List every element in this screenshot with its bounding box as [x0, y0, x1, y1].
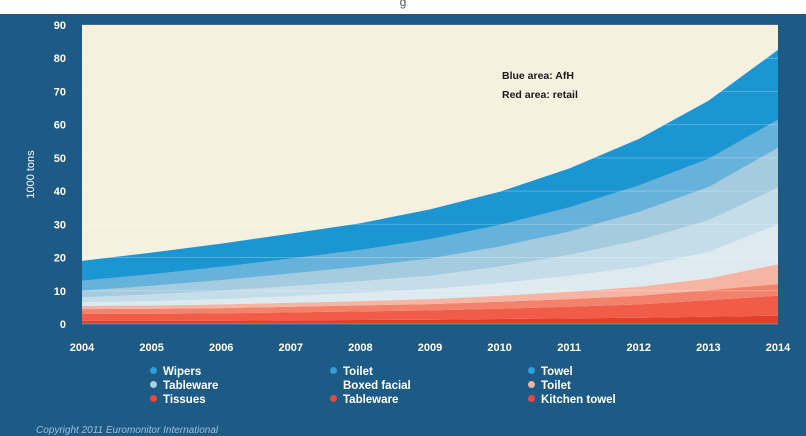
y-tick-label: 60 — [54, 120, 66, 132]
legend-item: Wipers — [150, 366, 201, 379]
legend-label: Toilet — [343, 366, 373, 378]
x-tick-label: 2007 — [279, 342, 303, 354]
x-tick-label: 2006 — [209, 342, 233, 354]
y-axis-label: 1000 tons — [25, 150, 37, 199]
copyright-text: Copyright 2011 Euromonitor International — [36, 425, 219, 436]
y-tick-label: 40 — [54, 186, 66, 198]
legend-swatch — [330, 367, 337, 374]
y-tick-label: 30 — [54, 219, 66, 231]
legend-swatch — [150, 381, 157, 388]
x-tick-label: 2012 — [627, 342, 651, 354]
x-tick-label: 2008 — [348, 342, 372, 354]
legend-item: Toilet — [528, 380, 571, 393]
legend-item: Boxed facial — [330, 380, 411, 393]
x-tick-label: 2014 — [766, 342, 791, 354]
x-tick-label: 2013 — [696, 342, 720, 354]
y-tick-label: 20 — [54, 253, 66, 265]
top-frame: g — [0, 0, 806, 14]
area-series-tableware — [82, 295, 778, 321]
x-tick-label: 2004 — [70, 342, 95, 354]
legend-label: Tissues — [163, 394, 206, 406]
area-series-towel — [82, 147, 778, 298]
area-series-kitchen-towel — [82, 315, 778, 324]
legend-item: Kitchen towel — [528, 394, 616, 407]
x-tick-label: 2010 — [487, 342, 511, 354]
annotation-afh: Blue area: AfH — [502, 70, 574, 82]
area-series-toilet — [82, 119, 778, 291]
y-tick-label: 10 — [54, 286, 66, 298]
annotation-retail: Red area: retail — [502, 89, 578, 101]
legend-swatch — [528, 395, 535, 402]
legend: Wipers Toilet Towel Tableware Boxed faci… — [0, 364, 806, 412]
area-series-tissues — [82, 284, 778, 314]
y-tick-label: 70 — [54, 86, 66, 98]
legend-item: Towel — [528, 366, 573, 379]
legend-swatch — [150, 395, 157, 402]
y-tick-label: 0 — [60, 319, 66, 331]
legend-label: Wipers — [163, 366, 202, 378]
legend-label: Toilet — [541, 380, 571, 392]
legend-item: Tableware — [330, 394, 398, 407]
x-tick-label: 2005 — [139, 342, 163, 354]
y-tick-label: 50 — [54, 153, 66, 165]
legend-swatch — [150, 367, 157, 374]
legend-swatch — [330, 381, 337, 388]
area-series-toilet — [82, 264, 778, 310]
x-tick-label: 2009 — [418, 342, 442, 354]
legend-item: Toilet — [330, 366, 373, 379]
area-series-boxed-facial — [82, 224, 778, 306]
legend-item: Tableware — [150, 380, 218, 393]
legend-swatch — [330, 395, 337, 402]
area-chart: 0 10 20 30 40 50 60 70 80 90 2004 2005 2006 2007 2008 2… — [25, 20, 791, 354]
legend-label: Towel — [541, 366, 573, 378]
header-title-fragment: g — [399, 0, 407, 9]
legend-label: Tableware — [163, 380, 219, 392]
x-tick-label: 2011 — [557, 342, 581, 354]
area-series-wipers — [82, 49, 778, 281]
legend-item: Tissues — [150, 394, 206, 407]
legend-label: Kitchen towel — [541, 394, 616, 406]
y-tick-label: 80 — [54, 53, 66, 65]
y-tick-label: 90 — [54, 20, 66, 32]
legend-swatch — [528, 367, 535, 374]
area-series-tableware — [82, 187, 778, 303]
legend-swatch — [528, 381, 535, 388]
legend-label: Boxed facial — [343, 380, 411, 392]
legend-label: Tableware — [343, 394, 399, 406]
